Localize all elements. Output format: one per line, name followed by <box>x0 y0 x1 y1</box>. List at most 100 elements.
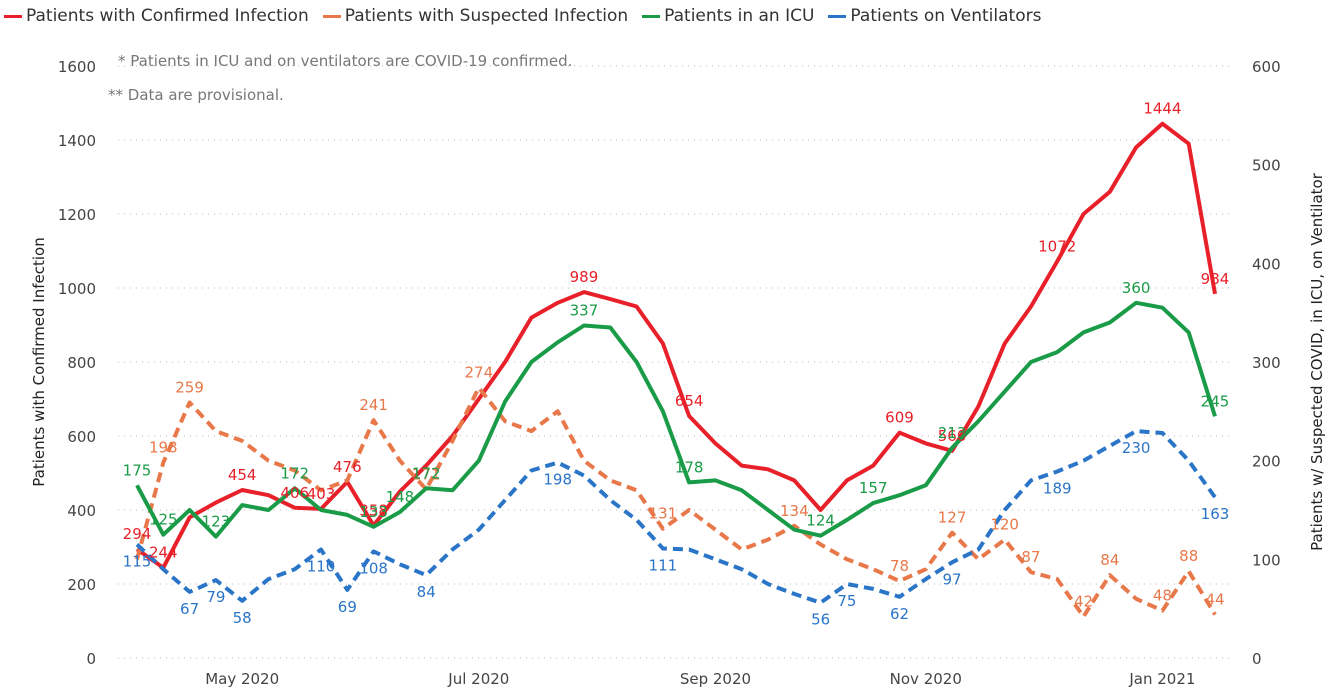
series-line <box>135 385 1217 619</box>
data-label: 108 <box>359 559 388 577</box>
data-label: 244 <box>149 544 178 562</box>
data-label: 127 <box>938 509 967 527</box>
legend-item: Patients on Ventilators <box>828 6 1041 26</box>
data-label: 178 <box>675 458 704 476</box>
data-label: 124 <box>806 512 835 530</box>
data-label: 360 <box>1122 279 1151 297</box>
legend-label: Patients in an ICU <box>664 6 815 26</box>
data-label: 1444 <box>1143 100 1181 118</box>
data-label: 44 <box>1205 591 1224 609</box>
data-label: 198 <box>543 471 572 489</box>
data-label: 241 <box>359 396 388 414</box>
data-label: 476 <box>333 458 362 476</box>
data-label: 67 <box>180 600 199 618</box>
data-label: 175 <box>123 461 152 479</box>
y2-tick-label: 100 <box>1252 551 1281 569</box>
data-label: 454 <box>228 466 257 484</box>
data-label: 171 <box>412 465 441 483</box>
data-label: 294 <box>123 525 152 543</box>
data-label: 88 <box>1179 547 1198 565</box>
data-label: 989 <box>570 268 599 286</box>
data-label: 403 <box>307 485 336 503</box>
data-label: 984 <box>1201 270 1230 288</box>
data-label: 115 <box>123 553 152 571</box>
series-line <box>135 300 1217 539</box>
data-label: 148 <box>386 488 415 506</box>
data-label: 97 <box>943 570 962 588</box>
y-tick-label: 1400 <box>58 132 96 150</box>
data-label: 230 <box>1122 439 1151 457</box>
series-line <box>135 429 1217 605</box>
legend-swatch <box>642 14 661 18</box>
data-label: 84 <box>1100 551 1119 569</box>
data-label: 172 <box>280 464 309 482</box>
data-label: 111 <box>649 556 678 574</box>
data-label: 337 <box>570 301 599 319</box>
data-label: 259 <box>175 378 204 396</box>
data-label: 198 <box>149 439 178 457</box>
y-tick-label: 1600 <box>58 58 96 76</box>
data-label: 189 <box>1043 480 1072 498</box>
data-label: 131 <box>649 505 678 523</box>
note: * Patients in ICU and on ventilators are… <box>118 52 572 70</box>
data-label: 120 <box>990 516 1019 534</box>
y-axis-title: Patients with Confirmed Infection <box>30 237 48 486</box>
x-tick-label: May 2020 <box>205 670 279 688</box>
data-label: 84 <box>417 583 436 601</box>
y2-tick-label: 500 <box>1252 157 1281 175</box>
x-tick-label: Sep 2020 <box>680 670 751 688</box>
y-tick-label: 0 <box>86 650 96 668</box>
y2-axis-title: Patients w/ Suspected COVID, in ICU, on … <box>1308 172 1326 551</box>
data-label: 654 <box>675 392 704 410</box>
legend-label: Patients with Suspected Infection <box>344 6 629 26</box>
data-label: 58 <box>233 609 252 627</box>
data-label: 123 <box>202 513 231 531</box>
legend-item: Patients in an ICU <box>642 6 814 26</box>
data-label: 48 <box>1153 587 1172 605</box>
data-label: 213 <box>938 424 967 442</box>
legend-label: Patients with Confirmed Infection <box>26 6 309 26</box>
data-label: 172 <box>412 464 441 482</box>
legend-item: Patients with Suspected Infection <box>322 6 629 26</box>
y-tick-label: 200 <box>67 576 96 594</box>
y2-tick-label: 200 <box>1252 453 1281 471</box>
y2-tick-label: 300 <box>1252 354 1281 372</box>
y2-tick-label: 0 <box>1252 650 1262 668</box>
data-label: 245 <box>1201 392 1230 410</box>
data-label: 1072 <box>1038 237 1076 255</box>
y-tick-label: 600 <box>67 428 96 446</box>
y2-tick-label: 600 <box>1252 58 1281 76</box>
x-tick-label: Nov 2020 <box>890 670 962 688</box>
y2-tick-label: 400 <box>1252 255 1281 273</box>
x-tick-label: Jul 2020 <box>447 670 509 688</box>
legend: Patients with Confirmed Infection Patient… <box>4 6 1041 26</box>
data-label: 79 <box>206 588 225 606</box>
legend-swatch <box>322 14 341 18</box>
data-label: 406 <box>280 484 309 502</box>
data-label: 75 <box>837 592 856 610</box>
legend-item: Patients with Confirmed Infection <box>4 6 309 26</box>
y-tick-label: 1000 <box>58 280 96 298</box>
data-label: 274 <box>464 364 493 382</box>
data-label: 157 <box>859 479 888 497</box>
data-label: 87 <box>1021 548 1040 566</box>
y-tick-label: 1200 <box>58 206 96 224</box>
data-label: 133 <box>359 503 388 521</box>
note: ** Data are provisional. <box>108 86 284 104</box>
data-label: 560 <box>938 427 967 445</box>
legend-swatch <box>4 14 22 18</box>
data-label: 78 <box>890 557 909 575</box>
data-label: 69 <box>338 598 357 616</box>
y-tick-label: 800 <box>67 354 96 372</box>
legend-label: Patients on Ventilators <box>850 6 1042 26</box>
data-label: 358 <box>359 502 388 520</box>
data-label: 62 <box>890 605 909 623</box>
data-label: 56 <box>811 611 830 629</box>
data-label: 42 <box>1074 593 1093 611</box>
data-label: 609 <box>885 409 914 427</box>
data-label: 110 <box>307 557 336 575</box>
legend-swatch <box>828 14 847 18</box>
